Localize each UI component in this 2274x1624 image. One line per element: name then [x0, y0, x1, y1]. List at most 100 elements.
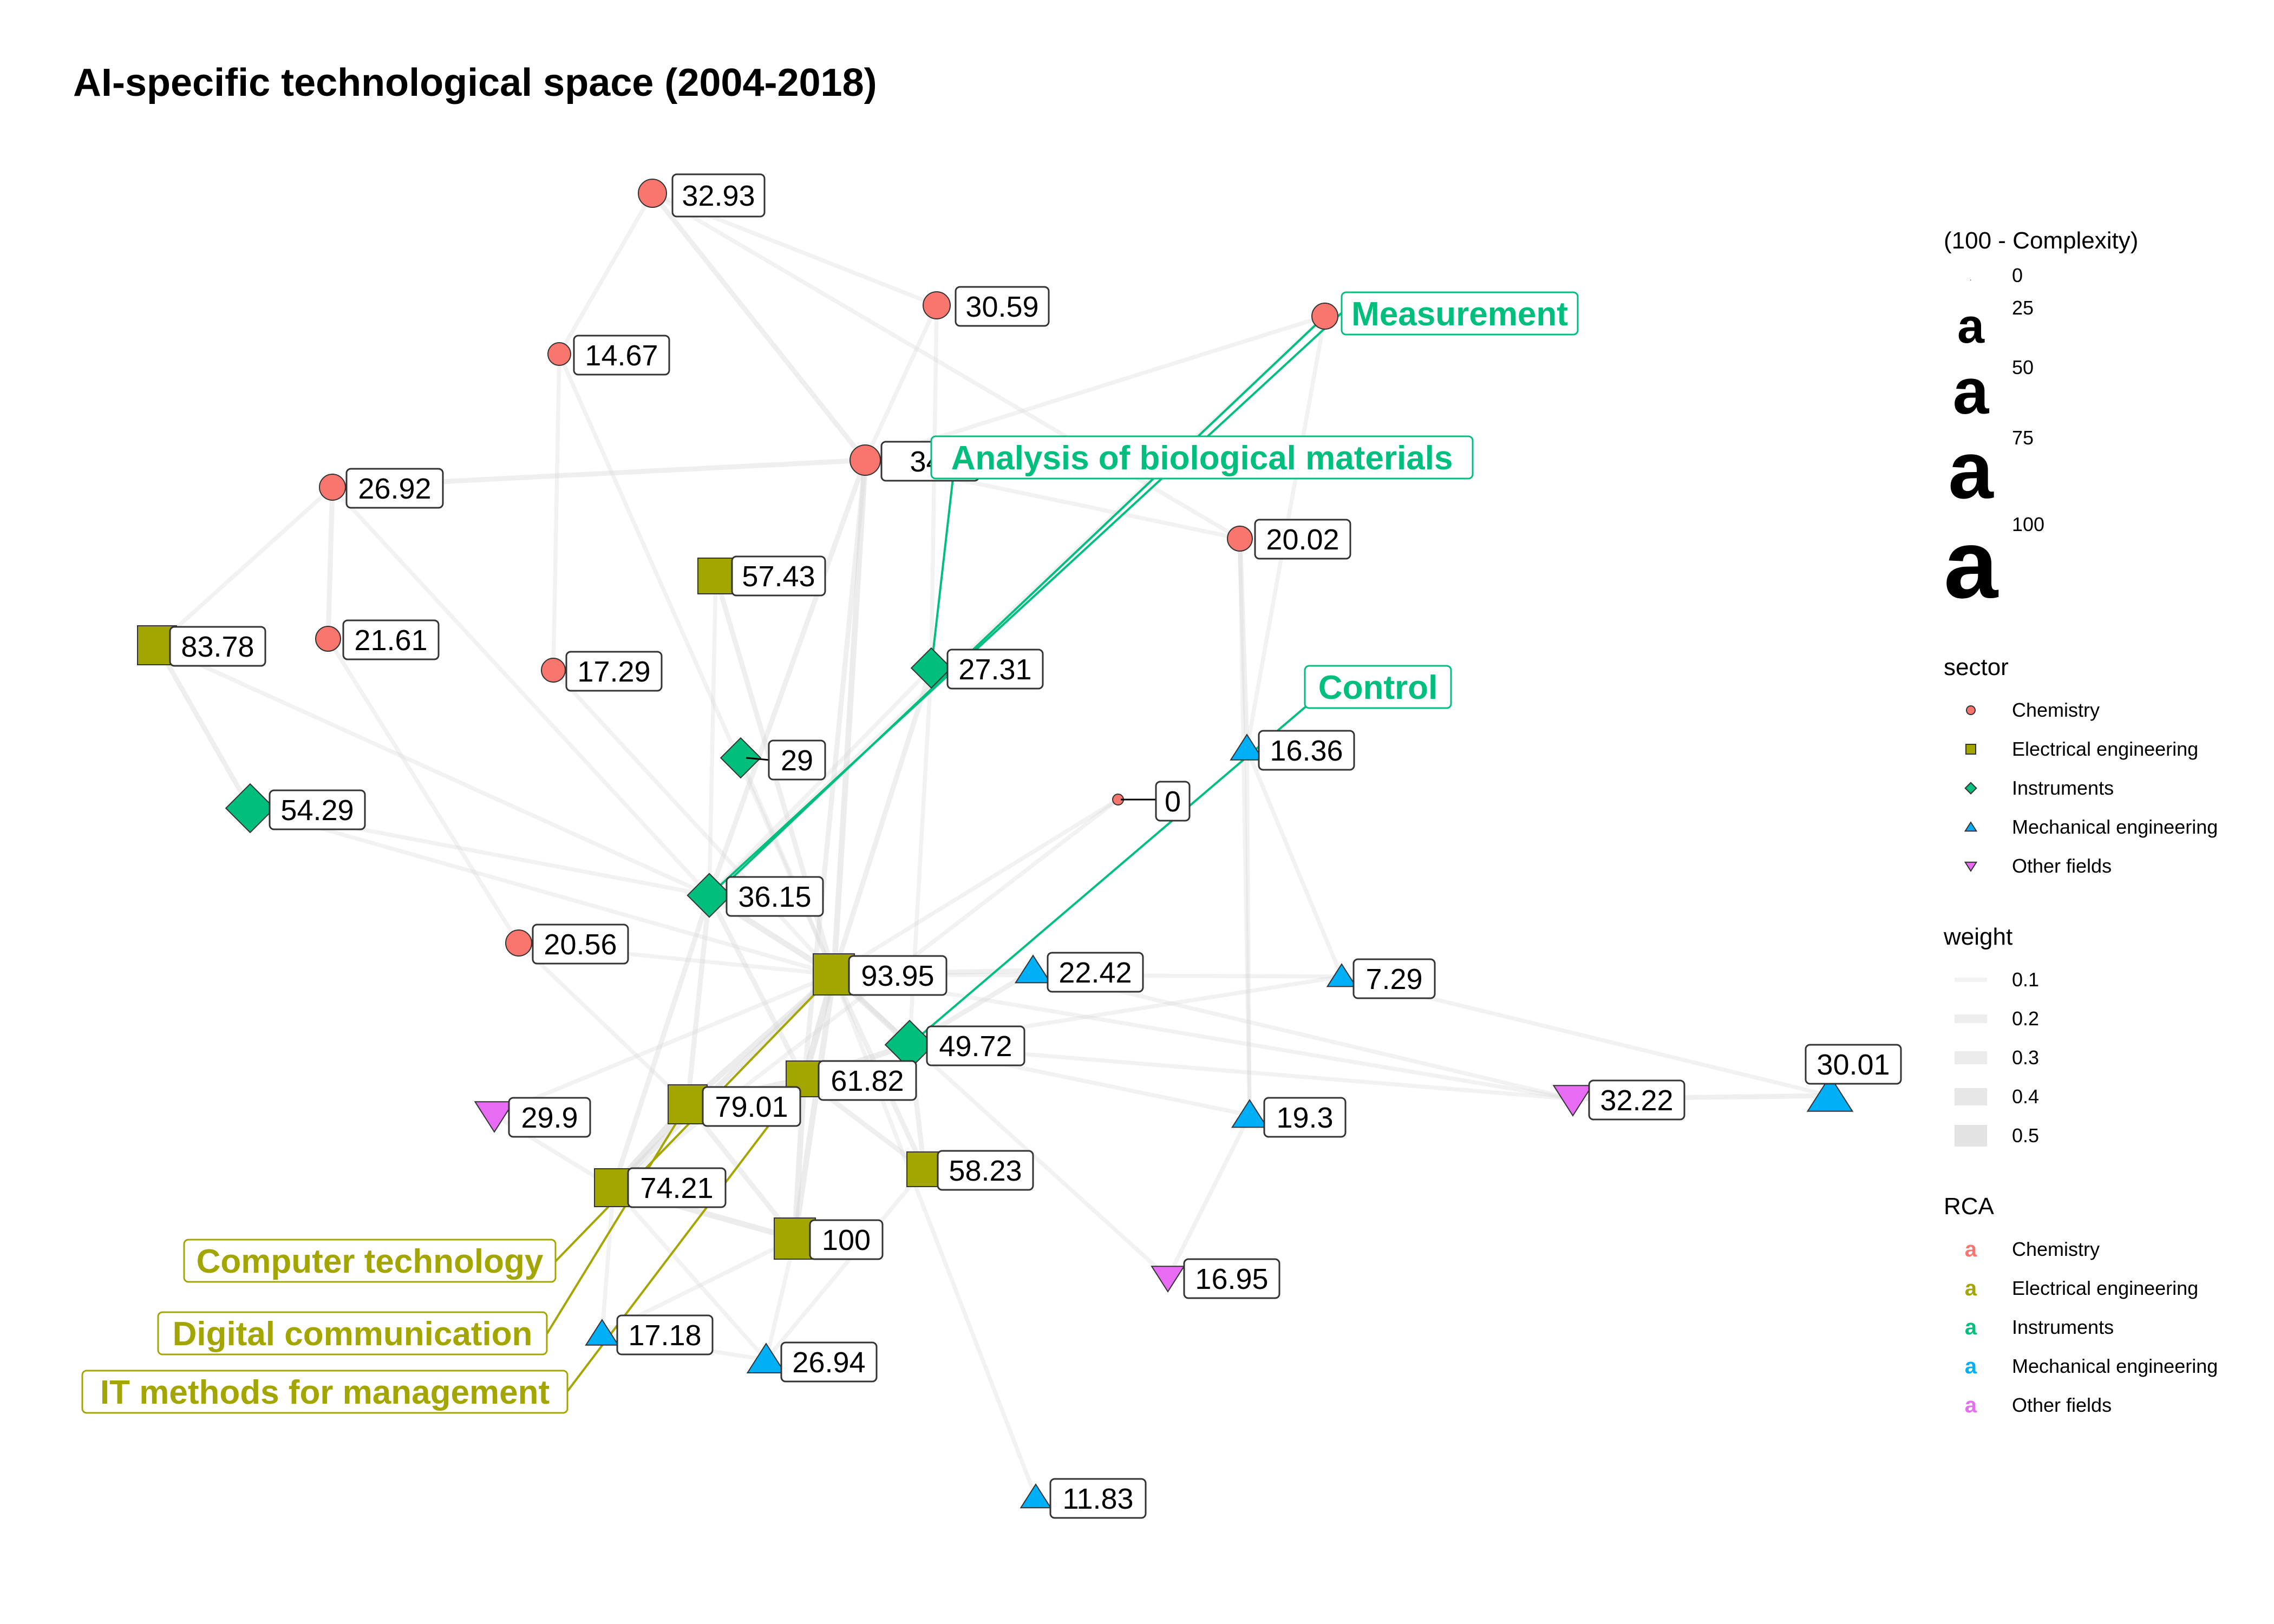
node-n28-marker[interactable]	[1231, 1099, 1269, 1128]
edge	[833, 797, 1119, 977]
node-n24-marker[interactable]	[668, 1084, 708, 1124]
legend-rca-glyph: a	[1964, 1237, 1977, 1261]
edge	[612, 1186, 768, 1361]
legend-weight-row: 0.2	[1944, 999, 2247, 1038]
node-n25-marker[interactable]	[474, 1101, 515, 1133]
node-n4-marker[interactable]	[1311, 303, 1338, 330]
callout-text-c1: Measurement	[1351, 296, 1568, 333]
node-n32-marker[interactable]	[1151, 1266, 1185, 1293]
edge	[707, 575, 718, 896]
node-label-text-n9: 83.78	[181, 631, 254, 663]
node-label-text-n8: 57.43	[742, 560, 815, 593]
node-n15-marker[interactable]	[225, 783, 276, 834]
node-n7-marker[interactable]	[1227, 526, 1253, 552]
legend-weight-row: 0.5	[1944, 1116, 2247, 1155]
legend-sector-marker	[1964, 782, 1977, 795]
legend-rca: RCA a Chemistry a Electrical engineering a In…	[1944, 1193, 2247, 1425]
legend-complexity-value: 75	[2012, 427, 2034, 449]
legend-sector-label: Other fields	[2012, 855, 2112, 877]
callout-line-c2	[930, 478, 954, 669]
node-n26-marker[interactable]	[1552, 1085, 1593, 1117]
node-label-text-n28: 19.3	[1276, 1102, 1333, 1134]
edge	[792, 1078, 807, 1239]
edge	[1245, 748, 1344, 978]
edge	[155, 486, 334, 647]
node-label-text-n18: 20.56	[544, 928, 617, 961]
node-n5-marker[interactable]	[850, 444, 881, 476]
node-n8-marker[interactable]	[697, 558, 734, 594]
legend-weight-row: 0.1	[1944, 960, 2247, 999]
node-n27-marker[interactable]	[1806, 1075, 1854, 1112]
node-label-text-n19: 93.95	[861, 960, 934, 992]
edge	[739, 757, 836, 975]
node-n30-marker[interactable]	[906, 1151, 942, 1187]
node-label-n23: 61.82	[818, 1060, 917, 1101]
node-label-n3: 14.67	[573, 335, 670, 376]
edge	[1238, 538, 1252, 1116]
node-n35-marker[interactable]	[1020, 1483, 1052, 1509]
legend-sector-marker	[1964, 821, 1978, 832]
edge	[1237, 538, 1250, 749]
legend-rca-glyph: a	[1964, 1276, 1977, 1300]
node-label-n19: 93.95	[848, 955, 948, 996]
legend-rca-glyph: a	[1964, 1354, 1977, 1378]
legend-complexity-value: 100	[2012, 513, 2045, 535]
node-label-text-n22: 49.72	[939, 1030, 1012, 1063]
legend-complexity-row: a 75	[1944, 427, 2247, 513]
legend-weight-key	[1955, 1125, 1987, 1147]
node-n17-marker[interactable]	[687, 873, 732, 918]
node-label-text-n2: 30.59	[965, 291, 1038, 323]
node-n14-marker[interactable]	[1230, 734, 1264, 761]
legend-rca-row: a Chemistry	[1944, 1230, 2247, 1269]
node-n3-marker[interactable]	[547, 342, 571, 366]
node-label-n1: 32.93	[671, 173, 766, 218]
node-n20-marker[interactable]	[1014, 954, 1052, 984]
legend-sector-row: Instruments	[1944, 769, 2247, 808]
callout-text-c4: Computer technology	[197, 1243, 544, 1280]
node-n29-marker[interactable]	[594, 1168, 633, 1207]
node-label-n34: 26.94	[780, 1341, 878, 1383]
node-label-text-n12: 27.31	[958, 653, 1031, 686]
node-label-n33: 17.18	[616, 1314, 714, 1355]
node-label-text-n21: 7.29	[1365, 963, 1422, 996]
legend-sector-label: Instruments	[2012, 777, 2114, 799]
legend-sector-row: Electrical engineering	[1944, 730, 2247, 769]
node-n12-marker[interactable]	[910, 647, 952, 689]
node-label-text-n3: 14.67	[585, 339, 658, 372]
node-label-n30: 58.23	[937, 1150, 1034, 1191]
node-n18-marker[interactable]	[505, 929, 532, 957]
node-label-text-n20: 22.42	[1058, 957, 1132, 989]
node-n1-marker[interactable]	[638, 179, 667, 208]
callout-text-c6: IT methods for management	[100, 1374, 550, 1411]
callout-c1: Measurement	[1341, 291, 1579, 336]
legend-sector: sector Chemistry Electrical engineering In…	[1944, 654, 2247, 886]
edge	[685, 895, 712, 1105]
node-n10-marker[interactable]	[315, 626, 341, 652]
node-label-n17: 36.15	[726, 876, 824, 917]
legend-complexity-row: a 25	[1944, 297, 2247, 356]
node-n11-marker[interactable]	[541, 658, 566, 683]
legend-rca-row: a Instruments	[1944, 1308, 2247, 1347]
node-n21-marker[interactable]	[1326, 963, 1357, 987]
node-n2-marker[interactable]	[923, 291, 951, 319]
node-n34-marker[interactable]	[746, 1343, 786, 1373]
legend-weight-label: 0.1	[2012, 968, 2040, 991]
legend-sector-marker	[1966, 705, 1976, 715]
edge	[792, 974, 837, 1239]
legend-weight-row: 0.3	[1944, 1038, 2247, 1077]
node-n6-marker[interactable]	[319, 474, 346, 501]
node-n13-marker[interactable]	[720, 737, 762, 779]
legend-complexity: (100 - Complexity) · 0 a 25 a 50 a 75 a 100	[1944, 227, 2247, 616]
edge	[651, 191, 1241, 541]
legend-sector-title: sector	[1944, 654, 2009, 680]
legend-weight-key	[1955, 1088, 1987, 1105]
legend-complexity-row: a 50	[1944, 356, 2247, 427]
edge	[1166, 1114, 1252, 1279]
node-label-text-n31: 100	[822, 1224, 871, 1256]
callout-line-c3	[909, 703, 1310, 1046]
node-label-n6: 26.92	[345, 468, 444, 509]
node-n33-marker[interactable]	[585, 1319, 619, 1346]
edge	[863, 304, 939, 461]
edge	[331, 486, 711, 897]
edge-layer	[155, 191, 1831, 1498]
